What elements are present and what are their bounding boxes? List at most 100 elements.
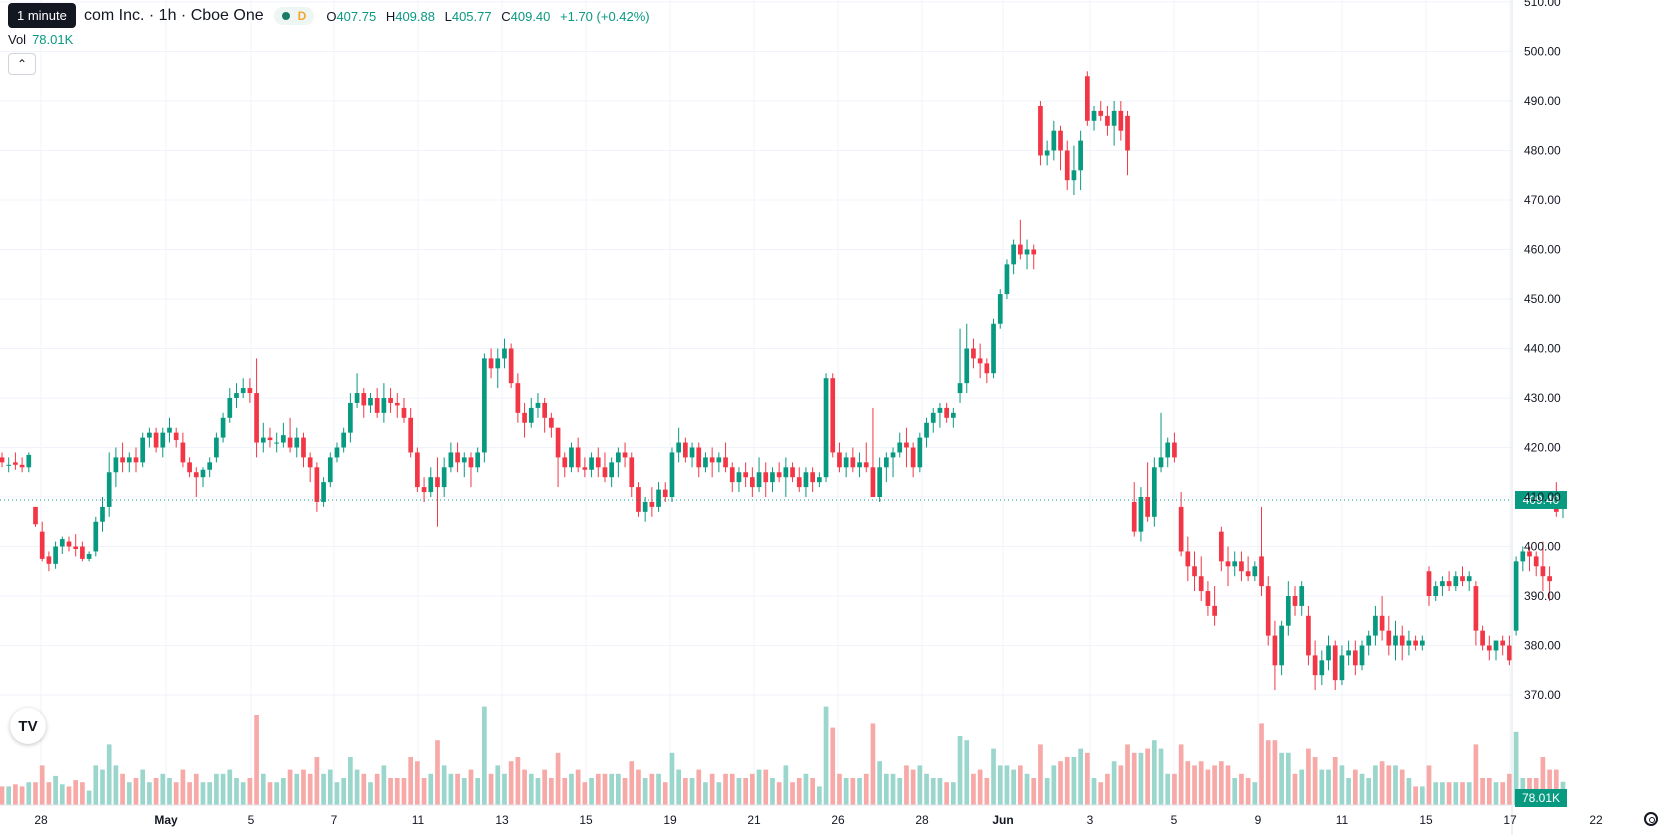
volume-bar [1239,773,1244,805]
candle-body [441,467,447,488]
candle-body [622,452,628,458]
candle-body [1232,561,1238,567]
candle-body [863,462,869,468]
candle-body [187,462,192,473]
volume-bar [187,782,192,805]
volume-bar [19,786,25,805]
volume-bar [26,782,32,805]
volume-bar [1064,757,1070,805]
volume-bar [1118,765,1124,805]
volume-bar [1004,765,1010,805]
volume-bar [575,769,581,805]
collapse-legend-button[interactable]: ⌃ [8,53,36,75]
candle-body [950,412,956,418]
candle-body [153,432,159,448]
volume-bar [193,773,199,805]
time-tick-label: 26 [831,813,845,827]
volume-bar [582,782,588,805]
ohlc-values: O407.75 H409.88 L405.77 C409.40 +1.70 (+… [326,9,655,24]
candle-body [1031,249,1037,255]
candle-body [1419,640,1425,646]
symbol-title[interactable]: com Inc. · 1h · Cboe One [84,7,264,24]
candle-body [120,457,125,463]
candle-body [1064,150,1070,181]
time-axis[interactable]: 28 May 5 7 11 13 15 19 21 26 28 Jun 3 5 9 11 15 17 22 [34,813,1603,827]
volume-bar [140,769,146,805]
candle-body [1038,105,1043,156]
low-value: 405.77 [451,8,492,24]
candle-body [1319,660,1325,676]
candle-body [1493,640,1499,651]
candle-body [602,467,608,478]
candle-body [642,501,648,512]
candle-body [1547,576,1552,582]
volume-bar [1145,748,1150,805]
candle-body [736,472,742,483]
volume-bar [1312,757,1318,805]
volume-bar [415,761,420,805]
volume-bar [482,706,487,805]
open-label: O [326,8,337,24]
volume-bar [850,778,856,805]
volume-bar [126,782,132,805]
candle-body [997,294,1003,324]
volume-bar [897,778,903,805]
status-badge[interactable]: D [273,7,315,25]
volume-bar [1024,773,1030,805]
volume-bar [904,765,909,805]
candle-body [770,472,775,483]
candle-body [830,378,836,453]
tradingview-logo-icon[interactable]: TV [10,708,46,744]
candle-body [783,467,789,478]
volume-bar [1386,765,1392,805]
volume-bar [1138,752,1144,805]
candle-body [1433,586,1439,596]
volume-bar [1292,773,1298,805]
volume-bar [910,769,916,805]
volume-bar [307,773,313,805]
volume-bar [6,786,12,805]
candle-body [1125,115,1130,151]
volume-bar [1352,769,1358,805]
candle-body [1044,150,1050,156]
volume-bar [609,773,615,805]
candle-body [977,358,983,364]
candle-body [234,393,239,398]
time-tick-label: 28 [34,813,48,827]
candle-body [1440,581,1445,587]
volume-bar [240,782,246,805]
volume-bar [790,782,795,805]
candle-body [843,457,849,468]
volume-bar [488,773,494,805]
time-tick-label: 5 [248,813,255,827]
volume-bar [1326,769,1331,805]
time-tick-label: 5 [1171,813,1178,827]
volume-bar [1044,778,1050,805]
volume-bar [234,778,239,805]
candle-body [415,452,420,488]
candle-body [1192,566,1197,577]
candle-body [1446,581,1452,587]
candle-body [361,393,367,406]
volume-bar [1473,744,1479,805]
candle-body [1218,531,1224,562]
volume-bar [770,778,775,805]
volume-bar [977,769,983,805]
volume-bar [1125,744,1130,805]
price-axis[interactable]: 510.00 500.00 490.00 480.00 470.00 460.00 450.… [0,0,1561,835]
volume-bar [1339,765,1345,805]
volume-bar [522,769,527,805]
volume-bar [1319,769,1325,805]
volume-bar [944,782,949,805]
volume-bar [1185,761,1191,805]
volume-bar [1131,752,1137,805]
candle-body [80,546,85,559]
candle-body [508,348,514,384]
candle-body [180,442,186,463]
candle-body [776,472,782,478]
gear-icon[interactable] [1644,812,1658,826]
candle-body [240,388,246,394]
volume-bar [549,778,554,805]
price-tick-label: 450.00 [1524,292,1561,306]
